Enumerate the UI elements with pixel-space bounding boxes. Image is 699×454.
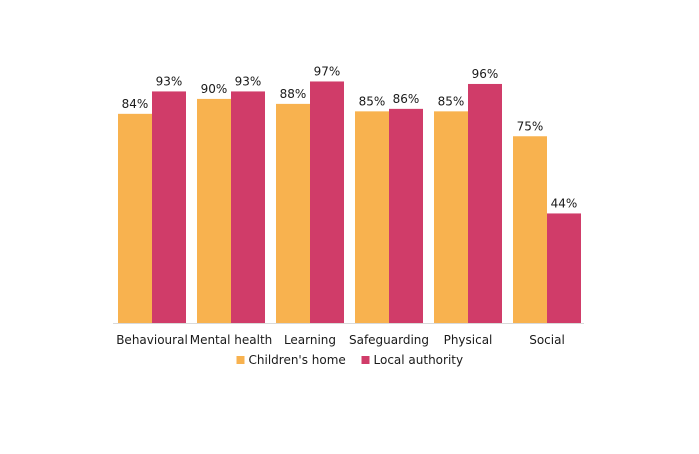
bar-learning-local-authority — [310, 81, 344, 323]
category-label-mental-health: Mental health — [190, 333, 273, 347]
bar-safeguarding-children-s-home — [355, 111, 389, 323]
value-label-safeguarding-local-authority: 86% — [393, 92, 420, 106]
value-label-learning-children-s-home: 88% — [280, 87, 307, 101]
value-label-mental-health-local-authority: 93% — [235, 74, 262, 88]
value-label-mental-health-children-s-home: 90% — [201, 82, 228, 96]
legend-label-children-s-home: Children's home — [249, 353, 346, 367]
bar-social-local-authority — [547, 213, 581, 323]
value-label-safeguarding-children-s-home: 85% — [359, 94, 386, 108]
category-label-learning: Learning — [284, 333, 336, 347]
bar-safeguarding-local-authority — [389, 108, 423, 323]
bar-physical-children-s-home — [434, 111, 468, 323]
bars-layer — [118, 81, 581, 324]
bar-behavioural-children-s-home — [118, 113, 152, 323]
category-label-safeguarding: Safeguarding — [349, 333, 429, 347]
value-label-social-local-authority: 44% — [551, 196, 578, 210]
value-labels-layer: 84% 93% 90% 93% 88% 97% 85% 86% 85% 96% 75% 44% — [122, 64, 578, 210]
bar-mental-health-local-authority — [231, 91, 265, 324]
value-label-behavioural-children-s-home: 84% — [122, 97, 149, 111]
value-label-social-children-s-home: 75% — [517, 119, 544, 133]
category-labels-layer: Behavioural Mental health Learning Safeguar… — [116, 333, 565, 347]
bar-mental-health-children-s-home — [197, 98, 231, 324]
value-label-physical-local-authority: 96% — [472, 67, 499, 81]
category-label-physical: Physical — [444, 333, 493, 347]
bar-physical-local-authority — [468, 83, 502, 324]
value-label-learning-local-authority: 97% — [314, 64, 341, 78]
legend-label-local-authority: Local authority — [374, 353, 464, 367]
category-label-behavioural: Behavioural — [116, 333, 188, 347]
value-label-behavioural-local-authority: 93% — [156, 74, 183, 88]
category-label-social: Social — [529, 333, 565, 347]
value-label-physical-children-s-home: 85% — [438, 94, 465, 108]
bar-social-children-s-home — [513, 136, 547, 323]
legend-swatch-children-s-home — [236, 356, 245, 364]
legend: Children's home Local authority — [236, 353, 464, 367]
bar-behavioural-local-authority — [152, 91, 186, 324]
bar-learning-children-s-home — [276, 103, 310, 323]
legend-swatch-local-authority — [361, 356, 370, 364]
